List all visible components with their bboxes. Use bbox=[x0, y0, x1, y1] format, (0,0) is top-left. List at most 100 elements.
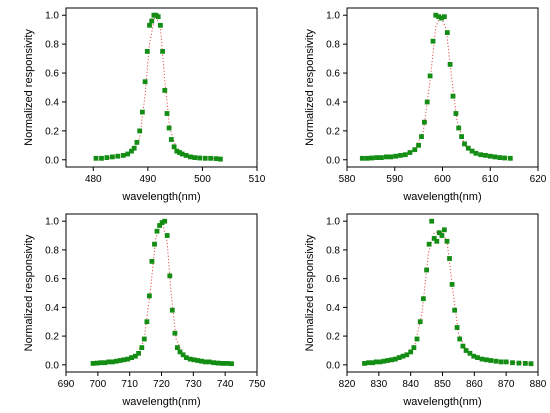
data-point bbox=[369, 155, 375, 161]
data-point bbox=[407, 150, 413, 155]
x-tick-label: 600 bbox=[434, 174, 451, 185]
fit-line bbox=[364, 230, 532, 365]
data-point bbox=[427, 73, 433, 79]
data-point bbox=[202, 155, 208, 161]
x-tick-label: 510 bbox=[249, 174, 266, 185]
data-point bbox=[137, 128, 143, 134]
y-tick-label: 0.4 bbox=[326, 97, 340, 108]
y-tick-label: 0.6 bbox=[45, 69, 59, 80]
data-point bbox=[177, 150, 182, 155]
data-point bbox=[503, 359, 509, 365]
y-tick-label: 0.0 bbox=[326, 155, 340, 166]
data-point bbox=[136, 350, 141, 356]
data-point bbox=[442, 14, 447, 20]
data-point bbox=[404, 352, 410, 358]
data-point bbox=[417, 319, 423, 325]
x-tick-label: 730 bbox=[185, 379, 202, 390]
data-point bbox=[370, 360, 375, 366]
data-point bbox=[507, 155, 513, 161]
data-point bbox=[416, 142, 421, 148]
x-tick-label: 590 bbox=[386, 174, 403, 185]
data-point bbox=[141, 336, 147, 342]
data-point bbox=[497, 155, 503, 160]
data-point bbox=[408, 349, 414, 355]
data-point bbox=[125, 151, 131, 157]
data-point bbox=[396, 355, 402, 360]
data-point bbox=[434, 238, 440, 244]
data-point bbox=[183, 153, 189, 158]
data-point bbox=[218, 156, 223, 162]
data-point bbox=[152, 241, 157, 247]
data-point bbox=[444, 238, 450, 244]
data-point bbox=[164, 233, 170, 238]
data-point bbox=[144, 319, 150, 325]
y-axis-title: Normalized responsivity bbox=[23, 234, 35, 351]
data-point bbox=[129, 355, 134, 360]
data-point bbox=[195, 358, 201, 363]
y-tick-label: 0.6 bbox=[326, 274, 340, 285]
data-point bbox=[213, 156, 219, 161]
data-point bbox=[430, 38, 436, 44]
data-point bbox=[424, 267, 429, 273]
data-point bbox=[140, 109, 145, 115]
data-point bbox=[192, 155, 198, 160]
y-tick-label: 0.2 bbox=[45, 126, 59, 137]
y-tick-label: 0.6 bbox=[326, 69, 340, 80]
data-point bbox=[439, 233, 445, 238]
x-tick-label: 720 bbox=[153, 379, 170, 390]
y-tick-label: 0.4 bbox=[45, 97, 59, 108]
data-point bbox=[385, 358, 391, 363]
x-tick-label: 870 bbox=[498, 379, 515, 390]
data-point bbox=[154, 228, 160, 234]
data-point bbox=[463, 348, 469, 353]
data-point bbox=[471, 353, 477, 359]
data-point bbox=[131, 145, 137, 151]
data-point bbox=[502, 155, 507, 161]
data-point bbox=[158, 22, 163, 28]
x-tick-label: 690 bbox=[58, 379, 75, 390]
data-point bbox=[187, 356, 193, 362]
x-tick-label: 700 bbox=[89, 379, 106, 390]
plot-frame bbox=[65, 7, 258, 168]
chart-panel-1: 480 490 500 510 0.0 0.2 0.4 0.6 0.8 1.0 wavelength… bbox=[23, 7, 266, 203]
x-tick-label: 880 bbox=[530, 379, 547, 390]
y-tick-label: 0.4 bbox=[45, 303, 59, 314]
chart-panel-2: 580 590 600 610 620 0.0 0.2 0.4 0.6 0.8 1.0 wavelen… bbox=[304, 7, 547, 203]
x-tick-label: 860 bbox=[466, 379, 483, 390]
y-tick-label: 0.0 bbox=[326, 360, 340, 371]
data-point bbox=[522, 361, 528, 366]
data-point bbox=[129, 148, 134, 154]
data-point bbox=[393, 153, 399, 159]
chart-panel-3: 690 700 710 720 730 740 750 0.0 0.2 0.4 0.6 0.8 1.0 w… bbox=[23, 213, 266, 408]
data-point bbox=[125, 356, 131, 362]
data-point bbox=[374, 155, 379, 160]
y-tick-label: 0.0 bbox=[45, 360, 59, 371]
data-point bbox=[424, 99, 430, 105]
data-point bbox=[110, 359, 115, 365]
data-point bbox=[175, 345, 180, 350]
y-tick-label: 0.8 bbox=[326, 40, 340, 51]
data-point bbox=[422, 119, 427, 125]
data-point bbox=[383, 154, 389, 160]
data-point bbox=[411, 345, 417, 350]
data-point bbox=[206, 359, 212, 365]
data-point bbox=[183, 355, 189, 360]
data-point bbox=[113, 358, 119, 364]
data-point bbox=[429, 218, 435, 224]
data-point bbox=[498, 359, 504, 365]
fit-line bbox=[362, 13, 511, 159]
y-axis-title: Normalized responsivity bbox=[304, 29, 316, 146]
data-point bbox=[164, 111, 170, 116]
y-tick-label: 0.8 bbox=[45, 40, 59, 51]
fit-line bbox=[95, 13, 221, 160]
data-point bbox=[484, 357, 489, 363]
x-tick-label: 480 bbox=[85, 174, 102, 185]
data-point bbox=[197, 155, 203, 161]
x-tick-label: 820 bbox=[339, 379, 356, 390]
data-point bbox=[115, 153, 121, 159]
data-point bbox=[467, 350, 473, 356]
x-tick-label: 620 bbox=[530, 174, 547, 185]
data-point bbox=[142, 79, 148, 85]
data-point bbox=[188, 154, 193, 160]
